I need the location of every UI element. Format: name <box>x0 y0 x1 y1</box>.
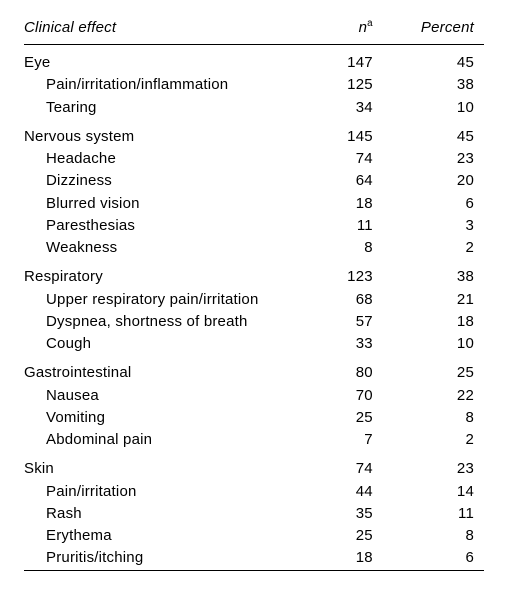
item-n: 7 <box>291 429 383 451</box>
table-row: Weakness82 <box>24 237 484 259</box>
item-label: Abdominal pain <box>24 429 291 451</box>
group-label: Eye <box>24 45 291 75</box>
item-n: 44 <box>291 481 383 503</box>
item-label: Vomiting <box>24 407 291 429</box>
item-n: 33 <box>291 333 383 355</box>
table-row: Nausea7022 <box>24 385 484 407</box>
col-header-percent: Percent <box>383 14 484 45</box>
item-label: Pain/irritation/inflammation <box>24 74 291 96</box>
table-bottom-rule <box>24 570 484 571</box>
item-label: Headache <box>24 148 291 170</box>
item-percent: 3 <box>383 215 484 237</box>
clinical-effects-table-page: Clinical effect na Percent Eye14745Pain/… <box>0 0 508 591</box>
item-label: Pain/irritation <box>24 481 291 503</box>
item-percent: 10 <box>383 333 484 355</box>
col-header-n-text: n <box>359 19 368 36</box>
item-percent: 22 <box>383 385 484 407</box>
item-n: 57 <box>291 311 383 333</box>
item-label: Nausea <box>24 385 291 407</box>
table-header-row: Clinical effect na Percent <box>24 14 484 45</box>
item-n: 18 <box>291 193 383 215</box>
col-header-effect: Clinical effect <box>24 14 291 45</box>
item-percent: 11 <box>383 503 484 525</box>
clinical-effects-table: Clinical effect na Percent Eye14745Pain/… <box>24 14 484 571</box>
col-header-n: na <box>291 14 383 45</box>
table-body: Eye14745Pain/irritation/inflammation1253… <box>24 45 484 571</box>
item-percent: 8 <box>383 407 484 429</box>
group-label: Gastrointestinal <box>24 355 291 384</box>
item-percent: 38 <box>383 74 484 96</box>
group-percent: 38 <box>383 259 484 288</box>
group-percent: 23 <box>383 451 484 480</box>
table-row: Dizziness6420 <box>24 170 484 192</box>
item-percent: 14 <box>383 481 484 503</box>
item-label: Pruritis/itching <box>24 547 291 570</box>
item-label: Cough <box>24 333 291 355</box>
table-row: Upper respiratory pain/irritation6821 <box>24 289 484 311</box>
table-row: Headache7423 <box>24 148 484 170</box>
item-n: 70 <box>291 385 383 407</box>
group-n: 74 <box>291 451 383 480</box>
item-percent: 20 <box>383 170 484 192</box>
item-label: Rash <box>24 503 291 525</box>
group-n: 147 <box>291 45 383 75</box>
group-n: 145 <box>291 119 383 148</box>
item-label: Weakness <box>24 237 291 259</box>
item-percent: 23 <box>383 148 484 170</box>
item-n: 64 <box>291 170 383 192</box>
item-percent: 21 <box>383 289 484 311</box>
table-row: Cough3310 <box>24 333 484 355</box>
item-n: 125 <box>291 74 383 96</box>
table-row: Dyspnea, shortness of breath5718 <box>24 311 484 333</box>
table-row: Pruritis/itching186 <box>24 547 484 570</box>
group-percent: 45 <box>383 45 484 75</box>
item-n: 8 <box>291 237 383 259</box>
item-n: 68 <box>291 289 383 311</box>
table-row: Pain/irritation4414 <box>24 481 484 503</box>
table-group-row: Nervous system14545 <box>24 119 484 148</box>
item-label: Dyspnea, shortness of breath <box>24 311 291 333</box>
item-n: 25 <box>291 407 383 429</box>
table-group-row: Gastrointestinal8025 <box>24 355 484 384</box>
item-n: 18 <box>291 547 383 570</box>
col-header-effect-text: Clinical effect <box>24 19 116 36</box>
item-percent: 6 <box>383 193 484 215</box>
group-n: 80 <box>291 355 383 384</box>
item-percent: 18 <box>383 311 484 333</box>
table-row: Blurred vision186 <box>24 193 484 215</box>
table-group-row: Respiratory12338 <box>24 259 484 288</box>
item-percent: 10 <box>383 97 484 119</box>
col-header-n-sup: a <box>367 18 373 29</box>
item-label: Upper respiratory pain/irritation <box>24 289 291 311</box>
group-n: 123 <box>291 259 383 288</box>
group-percent: 45 <box>383 119 484 148</box>
table-row: Pain/irritation/inflammation12538 <box>24 74 484 96</box>
item-label: Paresthesias <box>24 215 291 237</box>
group-label: Nervous system <box>24 119 291 148</box>
item-n: 35 <box>291 503 383 525</box>
item-label: Blurred vision <box>24 193 291 215</box>
group-label: Skin <box>24 451 291 480</box>
item-percent: 6 <box>383 547 484 570</box>
item-percent: 2 <box>383 237 484 259</box>
table-row: Rash3511 <box>24 503 484 525</box>
col-header-percent-text: Percent <box>421 19 474 36</box>
table-row: Tearing3410 <box>24 97 484 119</box>
table-row: Vomiting258 <box>24 407 484 429</box>
group-label: Respiratory <box>24 259 291 288</box>
table-row: Paresthesias113 <box>24 215 484 237</box>
group-percent: 25 <box>383 355 484 384</box>
table-group-row: Skin7423 <box>24 451 484 480</box>
table-row: Abdominal pain72 <box>24 429 484 451</box>
table-group-row: Eye14745 <box>24 45 484 75</box>
item-n: 74 <box>291 148 383 170</box>
item-label: Dizziness <box>24 170 291 192</box>
item-label: Tearing <box>24 97 291 119</box>
item-percent: 2 <box>383 429 484 451</box>
item-n: 11 <box>291 215 383 237</box>
item-n: 34 <box>291 97 383 119</box>
